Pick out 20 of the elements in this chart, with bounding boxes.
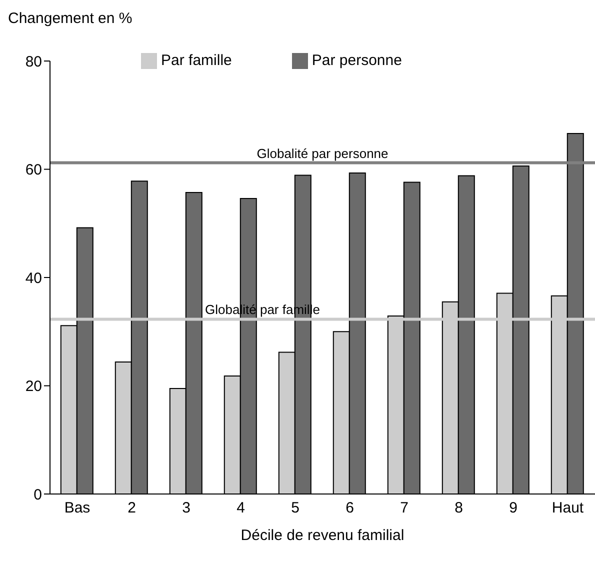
x-tick-label: Bas xyxy=(64,500,90,517)
legend-label: Par personne xyxy=(312,52,402,69)
x-tick-label: 5 xyxy=(291,500,300,517)
x-tick-label: 7 xyxy=(400,500,408,517)
x-tick-label: 6 xyxy=(346,500,354,517)
x-tick-label: 9 xyxy=(509,500,518,517)
y-tick-label: 20 xyxy=(25,378,42,396)
y-axis-title: Changement en % xyxy=(8,9,134,29)
y-tick-label: 80 xyxy=(25,53,42,70)
y-tick-label: 60 xyxy=(25,162,42,179)
y-tick-label: 40 xyxy=(25,270,42,287)
x-tick-label: 8 xyxy=(454,500,463,517)
x-tick-label: 4 xyxy=(236,500,245,517)
x-tick-label: 3 xyxy=(182,500,190,517)
x-tick-label: 2 xyxy=(128,500,136,517)
x-axis-title: Décile de revenu familial xyxy=(240,527,404,544)
ref-line-label: Globalité par personne xyxy=(256,146,388,161)
legend-label: Par famille xyxy=(161,52,232,69)
x-tick-label: Haut xyxy=(552,500,584,517)
y-tick-label: 0 xyxy=(34,486,42,504)
